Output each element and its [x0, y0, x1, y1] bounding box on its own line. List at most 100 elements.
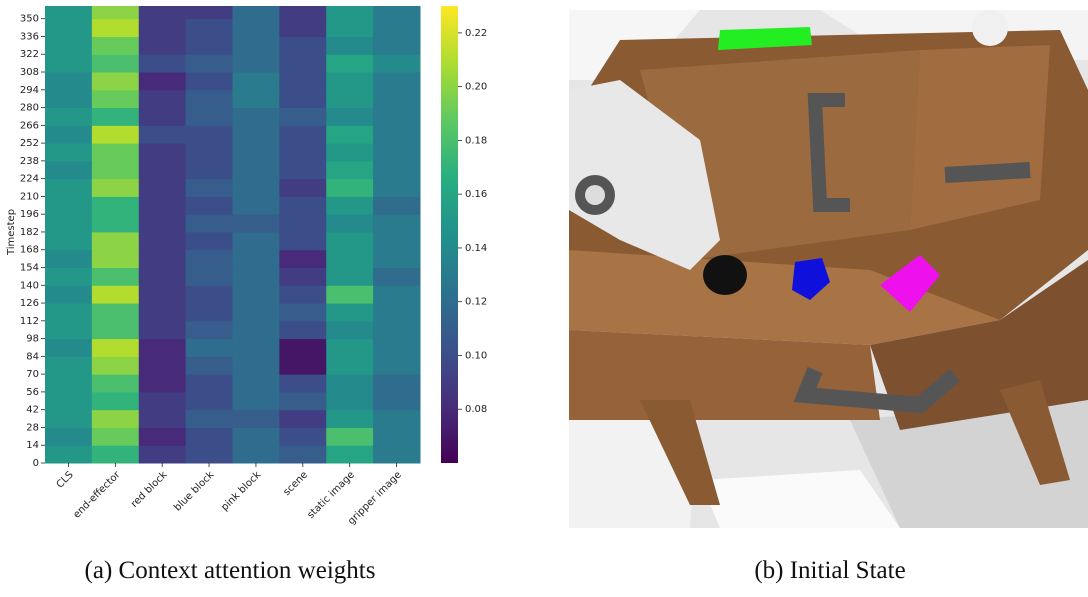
y-tick-label: 238	[20, 156, 39, 167]
heatmap-cell	[186, 214, 233, 232]
heatmap-cell	[186, 392, 233, 410]
heatmap-cell	[233, 54, 280, 72]
heatmap-cell	[92, 374, 139, 392]
heatmap-cell	[139, 19, 186, 37]
heatmap-cell	[92, 410, 139, 428]
heatmap-cell	[279, 250, 326, 268]
heatmap-cell	[92, 214, 139, 232]
x-tick-label: pink block	[219, 469, 263, 513]
heatmap-cell	[373, 410, 420, 428]
y-tick-label: 140	[20, 280, 39, 291]
heatmap-cell	[279, 268, 326, 286]
heatmap-cell	[92, 179, 139, 197]
heatmap-cell	[279, 232, 326, 250]
heatmap-cell	[373, 268, 420, 286]
heatmap-cell	[279, 179, 326, 197]
heatmap-cell	[139, 356, 186, 374]
caption: (a) Context attention weights	[85, 557, 376, 584]
heatmap-cell	[279, 339, 326, 357]
y-tick-label: 252	[20, 138, 39, 149]
heatmap-cell	[279, 6, 326, 19]
heatmap-cell	[45, 54, 92, 72]
heatmap-cell	[373, 321, 420, 339]
heatmap-cell	[45, 285, 92, 303]
heatmap-cell	[186, 196, 233, 214]
heatmap-cell	[92, 196, 139, 214]
heatmap-cell	[45, 392, 92, 410]
heatmap-cell	[92, 108, 139, 126]
heatmap-cell	[326, 214, 373, 232]
y-tick-label: 224	[20, 174, 39, 185]
heatmap-cell	[373, 285, 420, 303]
heatmap-cell	[373, 6, 420, 19]
heatmap-cell	[373, 36, 420, 54]
heatmap-cell	[373, 445, 420, 463]
heatmap-cell	[326, 19, 373, 37]
heatmap-cell	[45, 196, 92, 214]
heatmap-cell	[326, 125, 373, 143]
colorbar	[441, 6, 458, 463]
heatmap-cell	[139, 54, 186, 72]
y-tick-label: 182	[20, 227, 39, 238]
heatmap-cell	[326, 321, 373, 339]
heatmap-cell	[373, 143, 420, 161]
heatmap-cell	[233, 268, 280, 286]
heatmap-cell	[92, 72, 139, 90]
heatmap-cell	[326, 427, 373, 445]
heatmap-cell	[139, 143, 186, 161]
heatmap-cell	[373, 214, 420, 232]
heatmap-cell	[139, 72, 186, 90]
y-tick-label: 14	[26, 440, 39, 451]
heatmap-cell	[45, 143, 92, 161]
heatmap-cell	[92, 6, 139, 19]
figure: Timestep (a) Context attention weights (…	[0, 0, 1088, 597]
heatmap-cell	[92, 392, 139, 410]
colorbar-tick-label: 0.18	[465, 135, 487, 146]
heatmap-cell	[45, 427, 92, 445]
heatmap-cell	[186, 36, 233, 54]
heatmap-cell	[326, 285, 373, 303]
heatmap-cell	[186, 445, 233, 463]
y-tick-label: 126	[20, 298, 39, 309]
heatmap-cell	[326, 90, 373, 108]
heatmap-cell	[139, 214, 186, 232]
heatmap-cell	[233, 196, 280, 214]
heatmap-cell	[139, 161, 186, 179]
heatmap-cell	[139, 303, 186, 321]
heatmap-cell	[186, 6, 233, 19]
heatmap-cell	[186, 339, 233, 357]
heatmap-cell	[373, 179, 420, 197]
y-tick-label: 294	[20, 85, 39, 96]
heatmap-cell	[233, 392, 280, 410]
heatmap-cell	[279, 19, 326, 37]
heatmap-cell	[279, 214, 326, 232]
heatmap-cell	[326, 196, 373, 214]
heatmap-cell	[233, 36, 280, 54]
y-tick-label: 28	[26, 422, 39, 433]
heatmap-cell	[186, 321, 233, 339]
heatmap-cell	[139, 250, 186, 268]
heatmap-cell	[139, 36, 186, 54]
x-tick-label: blue block	[172, 469, 216, 513]
heatmap-cell	[186, 19, 233, 37]
heatmap-cell	[92, 232, 139, 250]
heatmap-cell	[45, 19, 92, 37]
heatmap-cell	[233, 90, 280, 108]
heatmap-cell	[279, 143, 326, 161]
heatmap-cell	[92, 161, 139, 179]
scene-image	[569, 10, 1088, 528]
heatmap-cell	[92, 19, 139, 37]
heatmap-cell	[233, 214, 280, 232]
heatmap-cell	[186, 356, 233, 374]
heatmap-cell	[186, 143, 233, 161]
colorbar-tick-label: 0.20	[465, 82, 487, 93]
y-tick-label: 196	[20, 209, 39, 220]
heatmap-cell	[233, 125, 280, 143]
heatmap-cell	[279, 196, 326, 214]
heatmap-cell	[186, 54, 233, 72]
y-tick-label: 70	[26, 369, 39, 380]
heatmap-cell	[326, 161, 373, 179]
colorbar-tick-label: 0.22	[465, 28, 487, 39]
heatmap-cell	[186, 410, 233, 428]
heatmap-cell	[139, 232, 186, 250]
